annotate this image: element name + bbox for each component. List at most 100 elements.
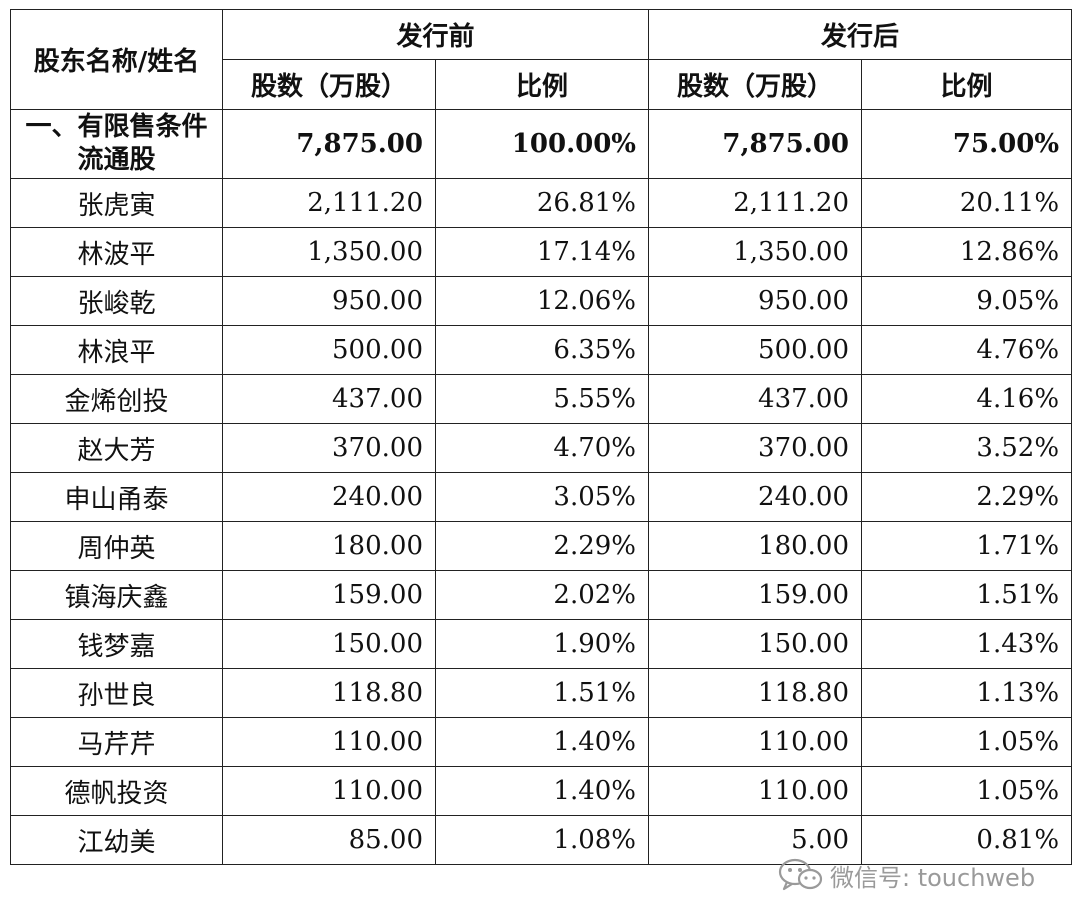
table-row: 镇海庆鑫 159.00 2.02% 159.00 1.51% bbox=[10, 570, 1073, 620]
table-body: 一、有限售条件流通股 7,875.00 100.00% 7,875.00 75.… bbox=[10, 109, 1073, 865]
before-ratio: 1.40% bbox=[434, 766, 650, 816]
summary-before-shares: 7,875.00 bbox=[222, 109, 436, 179]
before-shares: 110.00 bbox=[222, 766, 436, 816]
before-shares: 150.00 bbox=[222, 619, 436, 669]
before-ratio: 26.81% bbox=[434, 178, 650, 228]
after-ratio: 1.05% bbox=[861, 766, 1073, 816]
table-row: 德帆投资 110.00 1.40% 110.00 1.05% bbox=[10, 766, 1073, 816]
before-shares: 370.00 bbox=[222, 423, 436, 473]
after-shares: 1,350.00 bbox=[648, 227, 863, 277]
after-ratio: 1.05% bbox=[861, 717, 1073, 767]
after-shares: 500.00 bbox=[648, 325, 863, 375]
header-shareholder-name: 股东名称/姓名 bbox=[10, 9, 223, 110]
summary-row: 一、有限售条件流通股 7,875.00 100.00% 7,875.00 75.… bbox=[10, 109, 1073, 179]
before-ratio: 4.70% bbox=[434, 423, 650, 473]
after-shares: 370.00 bbox=[648, 423, 863, 473]
after-shares: 5.00 bbox=[648, 815, 863, 865]
after-shares: 150.00 bbox=[648, 619, 863, 669]
after-ratio: 4.16% bbox=[861, 374, 1073, 424]
after-shares: 110.00 bbox=[648, 717, 863, 767]
before-ratio: 2.02% bbox=[434, 570, 650, 620]
table-row: 钱梦嘉 150.00 1.90% 150.00 1.43% bbox=[10, 619, 1073, 669]
shareholder-name: 林浪平 bbox=[10, 325, 223, 375]
before-shares: 118.80 bbox=[222, 668, 436, 718]
summary-after-ratio: 75.00% bbox=[861, 109, 1073, 179]
shareholder-name: 申山甬泰 bbox=[10, 472, 223, 522]
summary-after-shares: 7,875.00 bbox=[648, 109, 863, 179]
header-before-ratio: 比例 bbox=[434, 59, 650, 110]
table-row: 林波平 1,350.00 17.14% 1,350.00 12.86% bbox=[10, 227, 1073, 277]
after-ratio: 9.05% bbox=[861, 276, 1073, 326]
before-shares: 110.00 bbox=[222, 717, 436, 767]
table-row: 江幼美 85.00 1.08% 5.00 0.81% bbox=[10, 815, 1073, 865]
shareholder-name: 镇海庆鑫 bbox=[10, 570, 223, 620]
after-shares: 240.00 bbox=[648, 472, 863, 522]
before-shares: 1,350.00 bbox=[222, 227, 436, 277]
before-shares: 500.00 bbox=[222, 325, 436, 375]
shareholder-name: 钱梦嘉 bbox=[10, 619, 223, 669]
table-row: 马芹芹 110.00 1.40% 110.00 1.05% bbox=[10, 717, 1073, 767]
shareholder-name: 林波平 bbox=[10, 227, 223, 277]
before-shares: 180.00 bbox=[222, 521, 436, 571]
before-shares: 2,111.20 bbox=[222, 178, 436, 228]
before-ratio: 3.05% bbox=[434, 472, 650, 522]
before-shares: 85.00 bbox=[222, 815, 436, 865]
after-shares: 159.00 bbox=[648, 570, 863, 620]
table-row: 申山甬泰 240.00 3.05% 240.00 2.29% bbox=[10, 472, 1073, 522]
shareholder-name: 马芹芹 bbox=[10, 717, 223, 767]
before-ratio: 6.35% bbox=[434, 325, 650, 375]
after-ratio: 1.51% bbox=[861, 570, 1073, 620]
shareholder-name: 周仲英 bbox=[10, 521, 223, 571]
table-row: 周仲英 180.00 2.29% 180.00 1.71% bbox=[10, 521, 1073, 571]
header-after-issuance: 发行后 bbox=[648, 9, 1073, 60]
header-before-shares: 股数（万股） bbox=[222, 59, 436, 110]
shareholder-name: 张峻乾 bbox=[10, 276, 223, 326]
before-ratio: 5.55% bbox=[434, 374, 650, 424]
table-row: 赵大芳 370.00 4.70% 370.00 3.52% bbox=[10, 423, 1073, 473]
shareholder-name: 金烯创投 bbox=[10, 374, 223, 424]
before-shares: 437.00 bbox=[222, 374, 436, 424]
before-ratio: 1.90% bbox=[434, 619, 650, 669]
table-row: 张峻乾 950.00 12.06% 950.00 9.05% bbox=[10, 276, 1073, 326]
shareholder-name: 孙世良 bbox=[10, 668, 223, 718]
after-ratio: 1.71% bbox=[861, 521, 1073, 571]
after-shares: 180.00 bbox=[648, 521, 863, 571]
header-after-ratio: 比例 bbox=[861, 59, 1073, 110]
header-row-groups: 股东名称/姓名 发行前 发行后 bbox=[10, 9, 1073, 110]
after-ratio: 0.81% bbox=[861, 815, 1073, 865]
after-shares: 2,111.20 bbox=[648, 178, 863, 228]
after-shares: 950.00 bbox=[648, 276, 863, 326]
shareholder-name: 张虎寅 bbox=[10, 178, 223, 228]
before-ratio: 2.29% bbox=[434, 521, 650, 571]
before-ratio: 17.14% bbox=[434, 227, 650, 277]
summary-name: 一、有限售条件流通股 bbox=[10, 109, 223, 179]
after-shares: 110.00 bbox=[648, 766, 863, 816]
table-row: 林浪平 500.00 6.35% 500.00 4.76% bbox=[10, 325, 1073, 375]
summary-before-ratio: 100.00% bbox=[434, 109, 650, 179]
table-row: 孙世良 118.80 1.51% 118.80 1.13% bbox=[10, 668, 1073, 718]
shareholder-name: 江幼美 bbox=[10, 815, 223, 865]
after-ratio: 2.29% bbox=[861, 472, 1073, 522]
after-ratio: 3.52% bbox=[861, 423, 1073, 473]
before-shares: 950.00 bbox=[222, 276, 436, 326]
shareholding-table: 股东名称/姓名 发行前 发行后 股数（万股） 比例 股数（万股） 比例 一、有限… bbox=[10, 9, 1073, 865]
table-row: 金烯创投 437.00 5.55% 437.00 4.16% bbox=[10, 374, 1073, 424]
before-ratio: 1.40% bbox=[434, 717, 650, 767]
after-ratio: 12.86% bbox=[861, 227, 1073, 277]
before-ratio: 1.08% bbox=[434, 815, 650, 865]
shareholder-name: 赵大芳 bbox=[10, 423, 223, 473]
after-ratio: 1.13% bbox=[861, 668, 1073, 718]
before-shares: 159.00 bbox=[222, 570, 436, 620]
shareholder-name: 德帆投资 bbox=[10, 766, 223, 816]
before-shares: 240.00 bbox=[222, 472, 436, 522]
header-after-shares: 股数（万股） bbox=[648, 59, 863, 110]
after-shares: 118.80 bbox=[648, 668, 863, 718]
header-before-issuance: 发行前 bbox=[221, 9, 650, 60]
after-shares: 437.00 bbox=[648, 374, 863, 424]
after-ratio: 20.11% bbox=[861, 178, 1073, 228]
table-row: 张虎寅 2,111.20 26.81% 2,111.20 20.11% bbox=[10, 178, 1073, 228]
after-ratio: 1.43% bbox=[861, 619, 1073, 669]
after-ratio: 4.76% bbox=[861, 325, 1073, 375]
before-ratio: 12.06% bbox=[434, 276, 650, 326]
before-ratio: 1.51% bbox=[434, 668, 650, 718]
